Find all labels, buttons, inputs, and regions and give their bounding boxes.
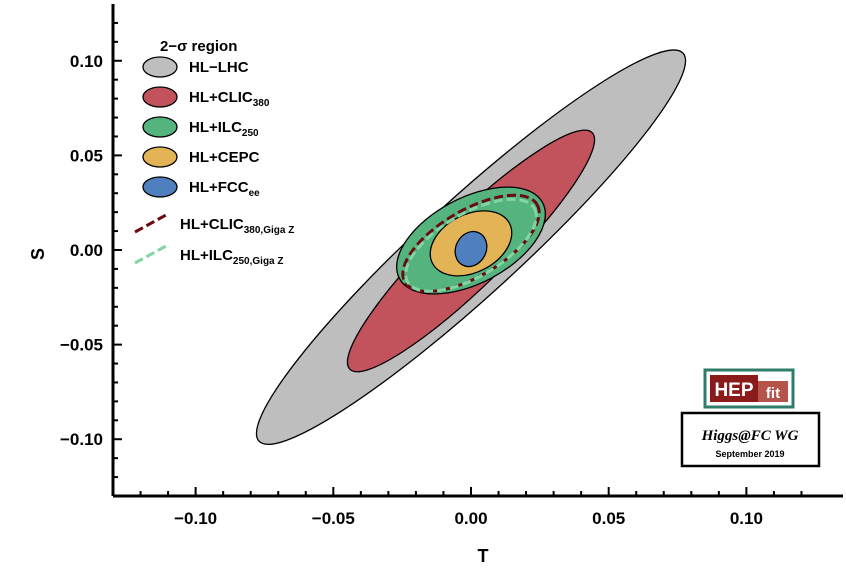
legend-label: HL−LHC [189, 59, 249, 76]
legend-swatch [142, 86, 178, 108]
ellipse-6 [401, 193, 541, 294]
tick-labels: −0.10 −0.05 0.00 0.05 0.10 −0.10 −0.05 0.00 0.05… [60, 52, 763, 528]
working-group-title: Higgs@FC WG [701, 428, 799, 444]
legend-swatch [142, 146, 178, 168]
y-axis-label: S [28, 248, 48, 260]
legend-title: 2−σ region [160, 38, 237, 55]
y-tick-label: 0.00 [70, 241, 103, 260]
x-tick-label: −0.10 [174, 509, 217, 528]
x-tick-label: −0.05 [312, 509, 355, 528]
ellipse-layer [255, 49, 687, 446]
x-tick-label: 0.00 [454, 509, 487, 528]
legend-dash-swatch [134, 213, 167, 234]
hepfit-logo-fit-text: fit [766, 385, 780, 402]
legend-swatch [142, 176, 178, 198]
ellipse-5 [454, 230, 488, 268]
working-group-date: September 2019 [715, 449, 784, 459]
hepfit-logo-frame [703, 368, 795, 409]
legend-swatch [142, 116, 178, 138]
hepfit-logo: HEP fit [703, 368, 795, 409]
y-tick-label: −0.05 [60, 336, 103, 355]
axis-ticks [113, 21, 803, 496]
x-tick-label: 0.05 [592, 509, 625, 528]
y-tick-label: 0.05 [70, 146, 103, 165]
legend-label: HL+FCCee [189, 179, 260, 199]
ellipse-7 [404, 197, 538, 293]
working-group-box: Higgs@FC WG September 2019 [680, 411, 821, 468]
x-tick-label: 0.10 [730, 509, 763, 528]
legend-label: HL+ILC250 [189, 119, 259, 139]
legend-label: HL+CLIC380 [189, 89, 270, 109]
hepfit-logo-fit-block [758, 381, 788, 402]
hepfit-logo-hep-text: HEP [714, 380, 753, 401]
y-tick-label: −0.10 [60, 430, 103, 449]
y-tick-label: 0.10 [70, 52, 103, 71]
legend-swatch [142, 56, 178, 78]
legend-label: HL+CEPC [189, 149, 260, 166]
legend: 2−σ region HL−LHC HL+CLIC380 HL+ILC250 HL+C… [134, 38, 294, 267]
hepfit-logo-hep-block [710, 375, 758, 402]
x-axis-label: T [478, 546, 489, 566]
working-group-frame [680, 411, 821, 468]
legend-dash-swatch [134, 244, 167, 265]
